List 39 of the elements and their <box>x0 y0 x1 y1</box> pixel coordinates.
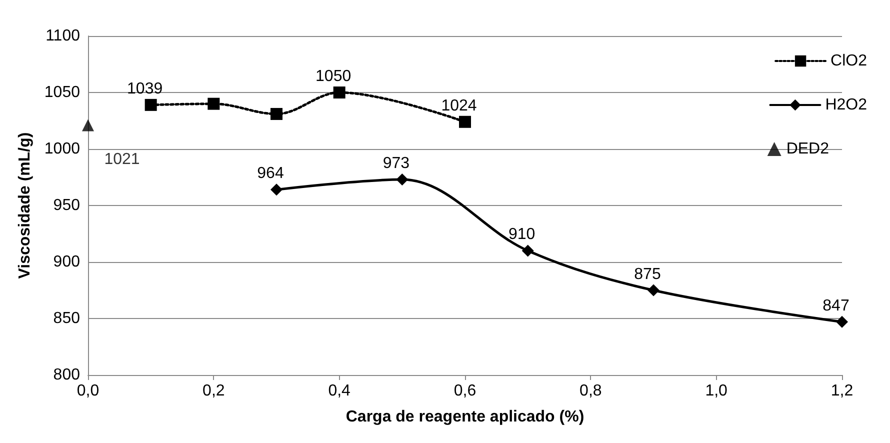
point <box>396 174 408 186</box>
y-tick-label: 1050 <box>44 84 80 101</box>
data-label: 1039 <box>127 80 163 98</box>
y-axis-title: Viscosidade (mL/g) <box>16 132 34 279</box>
x-tick-label: 0,4 <box>328 382 351 400</box>
point <box>208 98 220 110</box>
legend-label: DED2 <box>786 140 830 158</box>
point <box>459 116 471 128</box>
data-label: 1024 <box>441 97 477 114</box>
data-label: 964 <box>257 165 284 182</box>
y-tick-label: 950 <box>53 197 80 214</box>
y-tick-label: 800 <box>53 366 80 384</box>
point <box>82 119 94 132</box>
point <box>270 108 282 120</box>
data-label: 847 <box>822 297 850 314</box>
legend-label: ClO2 <box>830 52 868 70</box>
point <box>270 184 282 196</box>
x-tick-label: 1,2 <box>830 382 854 400</box>
point <box>144 98 157 111</box>
x-axis-title: Carga de reagente aplicado (%) <box>346 408 584 426</box>
x-tick-label: 1,0 <box>705 382 728 400</box>
legend-label: H2O2 <box>825 96 868 114</box>
x-tick-label: 0,0 <box>76 382 100 400</box>
x-tick-label: 0,2 <box>202 382 225 400</box>
point <box>333 86 346 98</box>
data-label: 910 <box>508 226 536 244</box>
y-tick-label: 900 <box>53 254 80 270</box>
x-tick-label: 0,8 <box>580 382 602 400</box>
point <box>836 316 848 328</box>
y-tick-label: 1000 <box>44 140 80 158</box>
y-tick-label: 1100 <box>46 28 80 44</box>
data-label: 1021 <box>104 150 140 168</box>
x-tick-label: 0,6 <box>454 382 476 400</box>
point <box>648 284 660 296</box>
data-label: 875 <box>634 266 661 283</box>
data-label: 1050 <box>316 68 352 85</box>
data-label: 973 <box>382 155 410 172</box>
y-tick-label: 850 <box>53 310 80 327</box>
point <box>522 244 534 257</box>
